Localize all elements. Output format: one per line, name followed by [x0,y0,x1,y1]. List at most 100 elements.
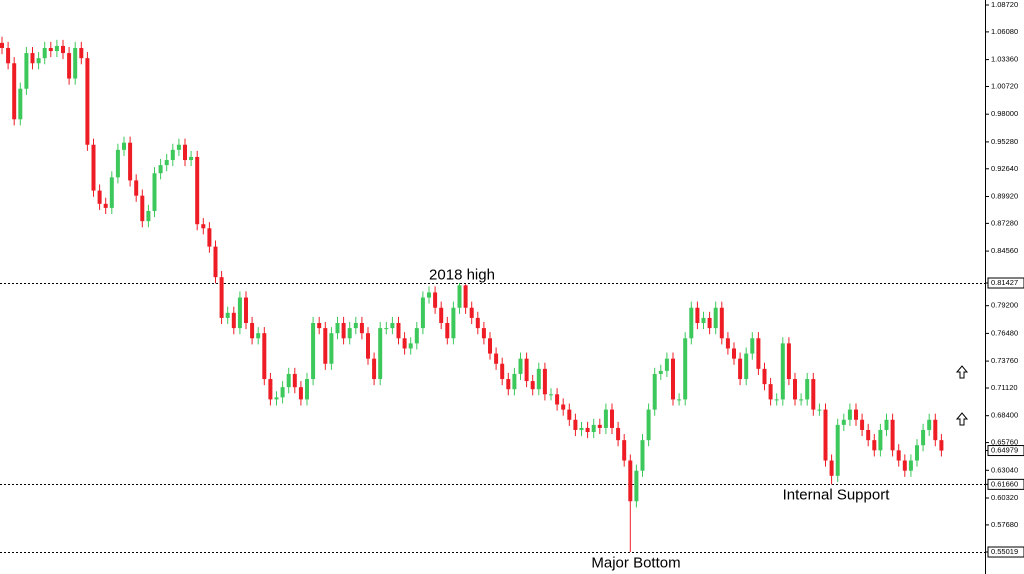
up-arrow [955,365,969,379]
candle-body [427,292,431,298]
candle-body [707,317,712,329]
candle-body [890,419,895,451]
candle-body [97,190,102,204]
candle-body [884,419,889,430]
candle-body [378,328,383,380]
candle-body [79,47,84,59]
candle-body [542,368,547,395]
candle-body [353,323,358,329]
candle-body [793,379,797,400]
candle-body [359,323,364,334]
candle-body [122,142,126,150]
candle-body [658,370,663,374]
candle-body [628,460,633,502]
candle-body [140,195,145,222]
y-tick-label: 0.73760 [991,356,1018,365]
y-tick-label: 0.68400 [991,411,1018,420]
candle-body [170,149,175,161]
candle-body [549,394,553,396]
y-tick-label: 1.06080 [991,27,1018,36]
candle-body [420,297,425,329]
candle-body [134,180,139,196]
candle-body [872,440,877,451]
candle-body [719,307,724,339]
candle-body [439,307,444,324]
candle-body [183,144,187,161]
candle-body [841,419,846,425]
candle-body [921,429,926,446]
y-tick-label: 0.81427 [991,278,1018,287]
candle-body [896,450,901,461]
candle-body [652,373,657,410]
y-tick-label: 0.89920 [991,191,1018,200]
candle-body [402,338,407,349]
candle-body [30,53,35,64]
candle-body [61,45,65,54]
candle-body [732,348,736,359]
candle-body [237,297,242,329]
candle-body [85,58,90,145]
candle-body [908,460,913,471]
candle-body [103,203,108,208]
annotation: 2018 high [429,266,495,283]
price-label-box [987,445,1024,457]
candle-body [866,429,871,441]
y-tick-label: 1.03360 [991,55,1018,64]
candle-body [469,307,474,318]
candle-body [805,379,810,400]
y-tick-label: 0.60320 [991,493,1018,502]
candle-body [390,323,395,329]
candle-body [823,409,828,461]
candle-body [164,160,169,166]
candle-body [433,292,438,308]
y-tick-label: 0.76480 [991,328,1018,337]
candle-body [91,144,96,191]
candle-body [756,338,761,369]
candle-body [0,42,4,48]
candle-body [48,47,53,52]
candle-body [286,373,291,388]
y-tick-label: 0.84560 [991,246,1018,255]
candle-body [494,353,499,364]
candle-body [36,58,41,64]
candle-body [677,399,682,401]
y-tick-label: 0.64979 [991,446,1018,455]
candle-body [268,379,273,400]
candle-body [634,470,639,502]
candle-body [244,297,248,324]
candle-body [152,173,157,211]
up-arrow [955,412,969,426]
y-tick-label: 0.55019 [991,547,1018,556]
candle-body [274,397,279,400]
candle-body [744,353,749,380]
candle-body [201,224,206,229]
candle-body [280,387,285,398]
candle-body [811,379,816,410]
y-tick-label: 0.63040 [991,465,1018,474]
candle-body [591,424,596,433]
candle-body [256,333,261,339]
candle-body [573,419,578,430]
candle-body [500,363,505,380]
candle-body [768,384,773,400]
candle-body [646,409,651,441]
candle-body [146,210,151,222]
candle-body [579,427,584,430]
candle-body [915,445,919,461]
candle-body [109,177,114,208]
candle-body [640,440,645,471]
candle-body [860,419,865,430]
candle-body [12,63,17,120]
candle-body [902,460,907,471]
y-tick-label: 0.95280 [991,137,1018,146]
y-tick-label: 1.00720 [991,81,1018,90]
candle-body [762,368,767,385]
candle-body [506,379,511,390]
candle-body [786,343,791,380]
y-tick-label: 1.08720 [991,0,1018,9]
candle-body [664,358,669,371]
y-tick-label: 0.71120 [991,383,1018,392]
